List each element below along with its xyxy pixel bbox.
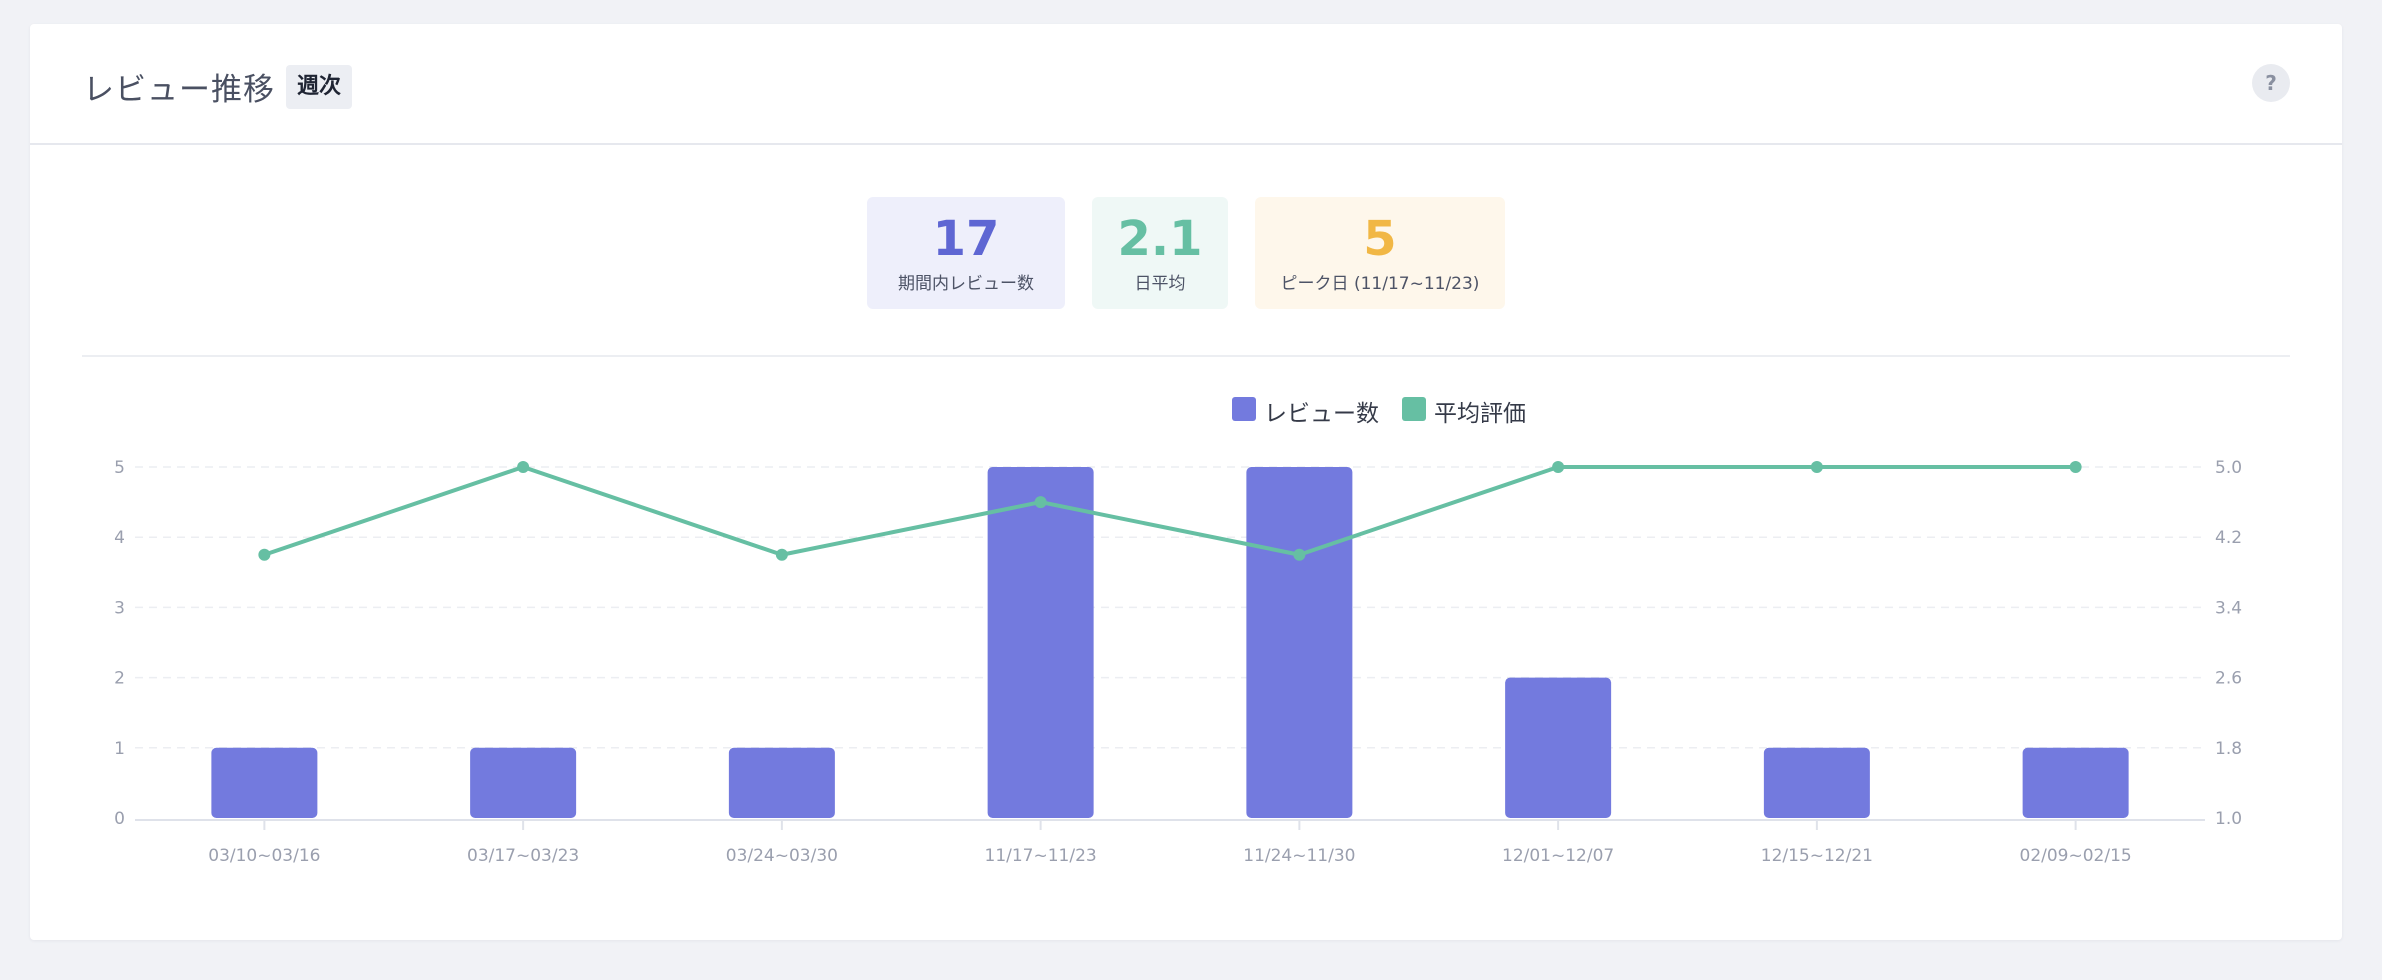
rating-point	[2069, 461, 2082, 473]
y-tick-right: 1.8	[2215, 739, 2242, 759]
bar	[1763, 747, 1870, 818]
x-tick-label: 11/17~11/23	[985, 846, 1097, 866]
card-title: レビュー推移	[83, 72, 275, 108]
x-tick-label: 03/10~03/16	[208, 846, 320, 866]
stat-daily-average: 2.1 日平均	[1092, 197, 1228, 309]
stat-peak-value: 5	[1363, 211, 1397, 267]
rating-point	[1034, 496, 1047, 509]
y-tick-left: 3	[114, 598, 125, 618]
y-tick-right: 1.0	[2215, 809, 2242, 829]
y-tick-left: 1	[114, 739, 125, 759]
rating-point	[1552, 461, 1565, 473]
y-tick-right: 3.4	[2215, 598, 2242, 618]
x-tick-label: 12/15~12/21	[1761, 846, 1873, 866]
bar	[987, 467, 1094, 818]
rating-point	[517, 461, 530, 473]
legend-swatch-rating	[1402, 397, 1426, 421]
bar	[211, 747, 318, 818]
rating-point	[1293, 548, 1306, 561]
y-tick-right: 2.6	[2215, 669, 2242, 689]
bar	[1246, 467, 1353, 818]
stat-peak-day: 5 ピーク日 (11/17~11/23)	[1255, 197, 1505, 309]
y-tick-right: 5.0	[2215, 458, 2242, 478]
x-tick-label: 12/01~12/07	[1502, 846, 1614, 866]
summary-stats: 17 期間内レビュー数 2.1 日平均 5 ピーク日 (11/17~11/23)	[30, 197, 2342, 309]
x-tick-label: 02/09~02/15	[2020, 846, 2132, 866]
rating-point	[258, 548, 271, 561]
stat-avg-value: 2.1	[1117, 211, 1203, 267]
bar	[2022, 747, 2129, 818]
legend-label-rating: 平均評価	[1434, 401, 1526, 427]
bar	[1505, 677, 1612, 818]
y-tick-left: 2	[114, 669, 125, 689]
period-badge[interactable]: 週次	[286, 65, 353, 109]
stat-peak-label: ピーク日 (11/17~11/23)	[1280, 274, 1480, 294]
stat-total-reviews: 17 期間内レビュー数	[867, 197, 1065, 309]
section-divider	[82, 355, 2290, 357]
review-trend-card: レビュー推移 週次 ? 17 期間内レビュー数 2.1 日平均 5 ピーク日 (…	[30, 24, 2342, 940]
bar	[728, 747, 835, 818]
stat-total-label: 期間内レビュー数	[898, 274, 1034, 294]
x-tick-label: 03/17~03/23	[467, 846, 579, 866]
x-tick-label: 03/24~03/30	[726, 846, 838, 866]
card-header: レビュー推移 週次 ?	[30, 24, 2342, 145]
rating-line	[262, 465, 2078, 557]
y-tick-left: 0	[114, 809, 125, 829]
legend-swatch-reviews	[1232, 397, 1256, 421]
x-tick-label: 11/24~11/30	[1243, 846, 1355, 866]
bar	[470, 747, 577, 818]
help-icon[interactable]: ?	[2252, 64, 2290, 102]
rating-point	[775, 548, 788, 561]
stat-total-value: 17	[932, 211, 1000, 267]
rating-point	[1810, 461, 1823, 473]
y-tick-right: 4.2	[2215, 528, 2242, 548]
review-trend-chart: 0 1 2 3 4 5 1.0 1.8 2.6 3.4 4.2 5.0 03/10~03/16 03/17…	[114, 458, 2242, 866]
legend-label-reviews: レビュー数	[1264, 401, 1379, 427]
y-tick-left: 5	[114, 458, 125, 478]
y-tick-left: 4	[114, 528, 125, 548]
stat-avg-label: 日平均	[1134, 274, 1186, 294]
